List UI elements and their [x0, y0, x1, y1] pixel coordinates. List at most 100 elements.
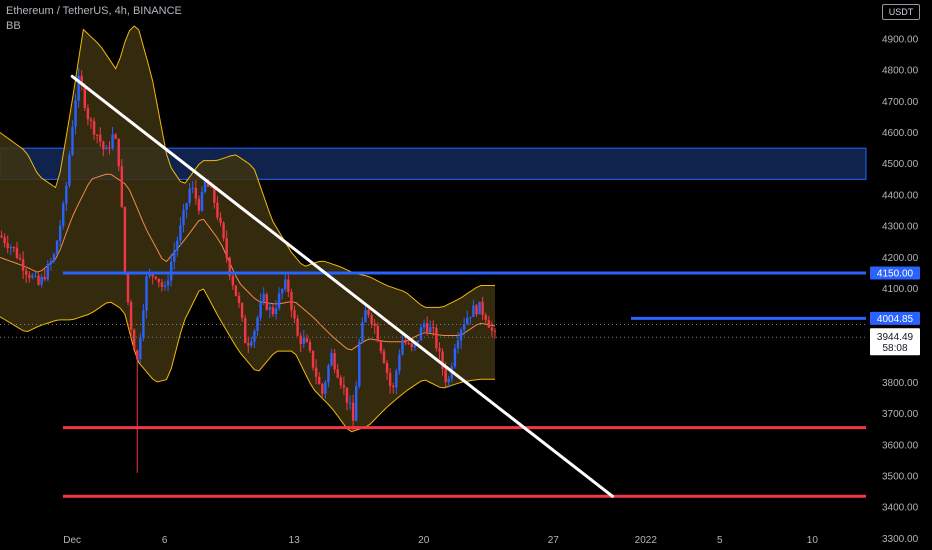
- candle-body: [203, 181, 207, 192]
- candle-body: [169, 261, 173, 281]
- candle-body: [163, 285, 167, 287]
- price-tick-label: 4200.00: [882, 253, 919, 264]
- candle-body: [68, 154, 71, 186]
- candle-body: [321, 384, 324, 394]
- candle-body: [83, 85, 87, 108]
- candle-body: [222, 222, 225, 239]
- candle-body: [435, 327, 438, 349]
- candle-body: [265, 294, 268, 310]
- candle-body: [410, 343, 413, 348]
- candle-body: [247, 343, 250, 346]
- candle-body: [274, 308, 278, 315]
- candle-body: [188, 188, 191, 204]
- candle-body: [379, 341, 383, 352]
- trendline-layer[interactable]: [70, 74, 614, 498]
- candle-body: [370, 314, 373, 324]
- candle-body: [95, 134, 99, 136]
- candle-body: [259, 301, 262, 318]
- candle-body: [185, 203, 188, 210]
- price-tick-label: 4700.00: [882, 97, 919, 108]
- candle-body: [277, 293, 281, 309]
- candle-body: [197, 198, 201, 211]
- price-tick-label: 4900.00: [882, 34, 919, 45]
- descending-trendline[interactable]: [70, 74, 614, 498]
- time-tick-label: 13: [289, 535, 301, 546]
- time-tick-label: 27: [548, 535, 560, 546]
- candle-body: [194, 187, 198, 199]
- candle-body: [173, 250, 176, 262]
- candle-body: [253, 330, 256, 342]
- candle-body: [385, 362, 389, 373]
- candle-body: [176, 240, 179, 251]
- candle-body: [364, 309, 367, 323]
- candle-body: [179, 225, 182, 241]
- indicator-label-bb[interactable]: BB: [6, 20, 21, 32]
- candle-body: [237, 295, 241, 304]
- candle-body: [228, 257, 231, 276]
- candle-body: [151, 274, 154, 277]
- candle-body: [58, 225, 62, 241]
- candle-body: [429, 327, 432, 333]
- candle-body: [413, 342, 417, 348]
- bb-fill: [0, 26, 495, 432]
- candle-body: [308, 341, 312, 351]
- candle-body: [114, 134, 117, 139]
- price-tag-4150: 4150.00: [877, 269, 914, 280]
- candle-body: [268, 307, 272, 310]
- candle-body: [74, 100, 77, 127]
- bb-upper-band: [0, 25, 495, 308]
- price-tick-label: 3500.00: [882, 471, 919, 482]
- candle-body: [117, 138, 120, 167]
- candle-body: [317, 376, 321, 385]
- price-tick-label: 4300.00: [882, 222, 919, 233]
- candle-body: [243, 318, 247, 344]
- candle-body: [487, 320, 491, 328]
- candle-body: [234, 285, 238, 296]
- candle-body: [419, 327, 423, 341]
- candle-body: [302, 338, 305, 345]
- candle-body: [453, 348, 457, 367]
- candle-body: [89, 119, 93, 121]
- candle-body: [398, 354, 401, 371]
- time-tick-label: 5: [717, 535, 723, 546]
- candle-body: [15, 247, 19, 258]
- candle-body: [401, 340, 404, 355]
- candle-body: [148, 274, 151, 277]
- price-tick-label: 3300.00: [882, 534, 919, 545]
- candle-body: [18, 257, 22, 260]
- candle-body: [262, 294, 265, 302]
- time-tick-label: Dec: [63, 535, 81, 546]
- candle-body: [55, 240, 59, 255]
- candle-body: [447, 378, 450, 383]
- candle-body: [142, 310, 145, 338]
- candle-body: [25, 270, 28, 275]
- candle-body: [200, 191, 204, 211]
- candle-body: [284, 279, 287, 290]
- time-tick-label: 2022: [635, 535, 658, 546]
- price-tick-label: 4800.00: [882, 66, 919, 77]
- symbol-title: Ethereum / TetherUS, 4h, BINANCE: [6, 5, 182, 17]
- candle-body: [12, 247, 16, 249]
- candle-body: [287, 279, 290, 293]
- candle-body: [231, 275, 235, 286]
- candles-layer: [0, 67, 497, 473]
- currency-badge[interactable]: USDT: [882, 4, 920, 20]
- candle-body: [355, 386, 358, 421]
- candle-body: [342, 385, 346, 388]
- candle-body: [206, 181, 210, 187]
- candle-body: [191, 187, 194, 189]
- price-tag-4150-bg: [870, 266, 920, 280]
- price-tick-label: 3700.00: [882, 409, 919, 420]
- candle-body: [395, 370, 398, 388]
- candle-body: [438, 348, 441, 352]
- candle-body: [49, 261, 53, 264]
- candle-body: [290, 292, 293, 311]
- candle-body: [86, 107, 90, 120]
- time-axis[interactable]: Dec 6 13 20 27 2022 5 10: [63, 535, 818, 546]
- price-tag-4004: 4004.85: [877, 314, 914, 325]
- candle-body: [333, 353, 336, 370]
- candle-body: [324, 382, 327, 394]
- candle-body: [462, 323, 466, 330]
